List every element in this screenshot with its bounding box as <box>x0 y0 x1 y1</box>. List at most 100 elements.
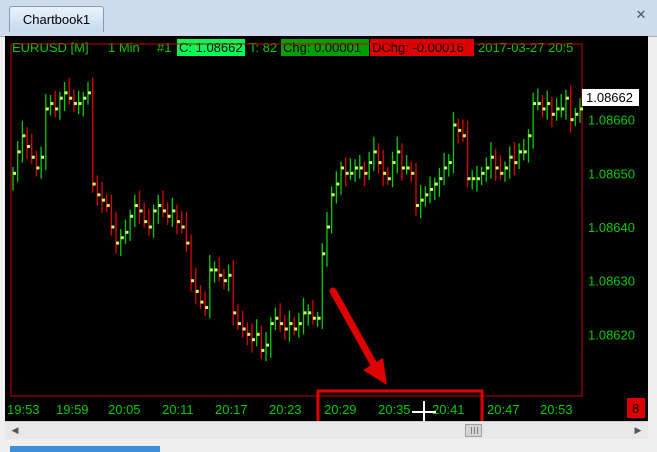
close-tick <box>303 311 307 315</box>
close-tick <box>270 322 274 326</box>
close-tick <box>167 214 171 218</box>
close-tick <box>373 150 377 154</box>
close-tick <box>514 161 518 165</box>
close-tick <box>359 166 363 170</box>
horizontal-scrollbar[interactable]: ◀ ▶ <box>5 421 648 439</box>
crosshair-icon <box>412 401 436 421</box>
close-tick <box>214 268 218 272</box>
close-tick <box>542 107 546 111</box>
close-tick <box>378 161 382 165</box>
close-tick <box>251 338 255 342</box>
close-tick <box>158 204 162 208</box>
close-tick <box>144 220 148 224</box>
close-tick <box>364 171 368 175</box>
x-tick-label: 20:05 <box>108 402 141 417</box>
close-tick <box>181 225 185 229</box>
close-tick <box>237 322 241 326</box>
x-tick-label: 20:35 <box>378 402 411 417</box>
close-tick <box>481 171 485 175</box>
close-tick <box>87 91 91 95</box>
last-price-label: 1.08662 <box>586 90 633 105</box>
header-ticks: T: 82 <box>249 40 277 55</box>
price-chart[interactable]: EURUSD [M] 1 Min #1 C: 1.08662 T: 82 Chg… <box>5 36 648 421</box>
tab-chartbook1[interactable]: Chartbook1 <box>9 6 104 32</box>
x-tick-label: 20:17 <box>215 402 248 417</box>
close-tick <box>472 177 476 181</box>
close-tick <box>434 182 438 186</box>
close-tick <box>495 166 499 170</box>
close-tick <box>17 150 21 154</box>
y-axis-labels: 1.08660 1.08650 1.08640 1.08630 1.08620 <box>588 113 635 343</box>
close-tick <box>280 322 284 326</box>
close-tick <box>27 145 31 148</box>
close-tick <box>111 225 115 229</box>
close-tick <box>64 91 68 95</box>
y-tick-label: 1.08660 <box>588 113 635 128</box>
close-tick <box>439 177 443 181</box>
close-tick <box>205 306 209 309</box>
close-tick <box>401 166 405 170</box>
close-tick <box>59 96 63 100</box>
close-tick <box>565 96 569 100</box>
close-tick <box>490 155 494 159</box>
close-tick <box>528 134 532 138</box>
header-interval: 1 Min <box>108 40 140 55</box>
dchg-badge-bg <box>370 39 474 56</box>
close-tick <box>453 123 457 127</box>
x-tick-label: 20:47 <box>487 402 520 417</box>
header-datetime: 2017-03-27 20:5 <box>478 40 573 55</box>
x-tick-label: 20:11 <box>162 402 194 417</box>
y-tick-label: 1.08640 <box>588 220 635 235</box>
close-tick <box>326 225 330 229</box>
y-tick-label: 1.08630 <box>588 274 635 289</box>
y-tick-label: 1.08650 <box>588 166 635 181</box>
scroll-left-icon[interactable]: ◀ <box>11 425 19 435</box>
close-tick <box>102 198 106 202</box>
close-tick <box>547 102 551 106</box>
x-tick-label: 20:53 <box>540 402 573 417</box>
scroll-right-icon[interactable]: ▶ <box>634 425 642 435</box>
close-tick <box>509 155 513 159</box>
chart-canvas[interactable]: EURUSD [M] 1 Min #1 C: 1.08662 T: 82 Chg… <box>5 36 648 421</box>
close-tick <box>266 343 270 347</box>
highlight-box <box>316 389 484 421</box>
close-tick <box>387 177 391 181</box>
close-tick <box>55 107 59 111</box>
close-tick <box>533 102 537 106</box>
close-tick <box>350 171 354 175</box>
close-tick <box>50 102 54 106</box>
close-tick <box>45 107 49 111</box>
y-tick-label: 1.08620 <box>588 327 635 342</box>
close-tick <box>317 316 321 320</box>
x-tick-label: 19:59 <box>56 402 89 417</box>
header-dchg: DChg: -0.00016 <box>372 40 464 55</box>
plot-area-border <box>10 43 583 397</box>
close-tick <box>69 96 73 100</box>
close-tick <box>195 289 199 293</box>
close-tick <box>97 193 101 197</box>
close-tick <box>580 107 583 111</box>
close-tick <box>233 311 237 315</box>
header-chg: Chg: 0.00001 <box>283 40 361 55</box>
close-tick <box>148 225 152 229</box>
close-icon[interactable]: ✕ <box>635 7 647 22</box>
close-tick <box>130 214 134 218</box>
close-tick <box>406 166 410 170</box>
close-tick <box>537 102 541 106</box>
close-tick <box>13 171 16 175</box>
close-tick <box>125 230 129 234</box>
tab-label: Chartbook1 <box>22 12 91 27</box>
scroll-thumb[interactable] <box>465 424 482 437</box>
close-tick <box>78 102 82 106</box>
x-tick-label: 20:41 <box>432 402 465 417</box>
bottom-tab[interactable] <box>10 446 160 452</box>
close-tick <box>355 166 359 170</box>
close-tick <box>162 209 166 213</box>
close-tick <box>172 209 176 213</box>
close-tick <box>458 128 462 132</box>
chartbook-tab-bar: Chartbook1 ✕ <box>0 0 657 37</box>
close-tick <box>392 161 396 165</box>
close-tick <box>242 327 246 331</box>
close-tick <box>134 204 138 208</box>
close-tick <box>397 150 401 154</box>
